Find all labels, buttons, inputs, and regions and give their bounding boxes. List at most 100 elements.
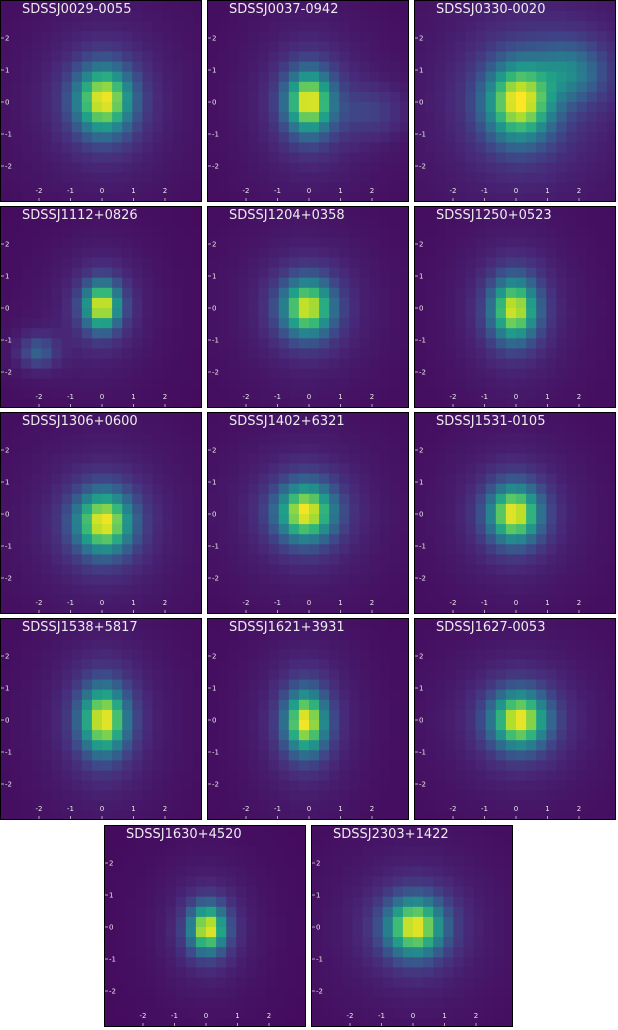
- y-tick-label: -2: [5, 163, 12, 171]
- intensity-map: [105, 826, 305, 1026]
- y-tick-label: -1: [109, 956, 116, 964]
- panel-title: SDSSJ1538+5817: [22, 620, 138, 635]
- panel-image: -2 -1 0 1 2 2 1 0 -1 -2: [415, 619, 615, 819]
- image-panel: -2 -1 0 1 2 2 1 0 -1 -2 SDSSJ1402+6321: [207, 412, 409, 614]
- y-tick-label: -1: [212, 131, 219, 139]
- y-tick-label: -2: [419, 575, 426, 583]
- y-tick-label: -2: [5, 575, 12, 583]
- y-tick-label: 2: [109, 860, 113, 868]
- x-tick-label: -2: [36, 393, 43, 401]
- y-tick-label: 1: [109, 892, 113, 900]
- panel-image: -2 -1 0 1 2 2 1 0 -1 -2: [312, 826, 512, 1026]
- x-tick-label: -1: [481, 599, 488, 607]
- y-tick-label: 2: [212, 653, 216, 661]
- x-tick-label: 1: [131, 599, 135, 607]
- x-tick-label: -1: [481, 393, 488, 401]
- y-tick-label: 2: [5, 241, 9, 249]
- y-tick-label: 2: [212, 35, 216, 43]
- x-tick-label: 0: [411, 1012, 415, 1020]
- y-tick-label: -1: [212, 543, 219, 551]
- panel-image: -2 -1 0 1 2 2 1 0 -1 -2: [208, 1, 408, 201]
- intensity-map: [415, 619, 615, 819]
- panel-title: SDSSJ1531-0105: [436, 414, 546, 429]
- panel-image: -2 -1 0 1 2 2 1 0 -1 -2: [208, 207, 408, 407]
- x-tick-label: 0: [514, 805, 518, 813]
- x-tick-label: 2: [267, 1012, 271, 1020]
- x-tick-label: 0: [100, 805, 104, 813]
- panel-image: -2 -1 0 1 2 2 1 0 -1 -2: [415, 413, 615, 613]
- x-tick-label: -2: [450, 805, 457, 813]
- image-panel: -2 -1 0 1 2 2 1 0 -1 -2 SDSSJ1630+4520: [104, 825, 306, 1027]
- x-tick-label: -2: [243, 599, 250, 607]
- y-tick-label: -1: [5, 131, 12, 139]
- y-tick-label: -1: [419, 749, 426, 757]
- panel-image: -2 -1 0 1 2 2 1 0 -1 -2: [208, 413, 408, 613]
- y-tick-label: 1: [5, 67, 9, 75]
- x-tick-label: 0: [514, 393, 518, 401]
- y-tick-label: -2: [212, 163, 219, 171]
- y-tick-label: 2: [419, 447, 423, 455]
- y-tick-label: 0: [419, 717, 423, 725]
- image-panel: -2 -1 0 1 2 2 1 0 -1 -2 SDSSJ1621+3931: [207, 618, 409, 820]
- y-tick-label: 0: [212, 717, 216, 725]
- x-tick-label: 0: [100, 393, 104, 401]
- x-tick-label: -2: [450, 187, 457, 195]
- y-tick-label: 2: [212, 447, 216, 455]
- y-tick-label: 0: [212, 305, 216, 313]
- y-tick-label: -1: [316, 956, 323, 964]
- panel-image: -2 -1 0 1 2 2 1 0 -1 -2: [208, 619, 408, 819]
- y-tick-label: -1: [212, 337, 219, 345]
- panel-title: SDSSJ0330-0020: [436, 2, 546, 17]
- y-tick-label: 0: [5, 717, 9, 725]
- image-panel: -2 -1 0 1 2 2 1 0 -1 -2 SDSSJ0029-0055: [0, 0, 202, 202]
- y-tick-label: 2: [5, 35, 9, 43]
- x-tick-label: -1: [67, 187, 74, 195]
- y-tick-label: 0: [419, 511, 423, 519]
- intensity-map: [1, 207, 201, 407]
- panel-title: SDSSJ1402+6321: [229, 414, 345, 429]
- x-tick-label: 0: [514, 599, 518, 607]
- x-tick-label: -1: [481, 805, 488, 813]
- intensity-map: [1, 413, 201, 613]
- y-tick-label: 2: [419, 241, 423, 249]
- x-tick-label: -1: [274, 393, 281, 401]
- x-tick-label: 0: [307, 599, 311, 607]
- x-tick-label: 2: [577, 187, 581, 195]
- x-tick-label: -1: [274, 805, 281, 813]
- y-tick-label: 2: [5, 447, 9, 455]
- y-tick-label: -1: [5, 337, 12, 345]
- panel-title: SDSSJ1627-0053: [436, 620, 546, 635]
- y-tick-label: 1: [419, 273, 423, 281]
- y-tick-label: -1: [5, 543, 12, 551]
- y-tick-label: -2: [419, 369, 426, 377]
- x-tick-label: -1: [67, 599, 74, 607]
- y-tick-label: -2: [109, 988, 116, 996]
- panel-title: SDSSJ1621+3931: [229, 620, 345, 635]
- y-tick-label: 0: [5, 305, 9, 313]
- y-tick-label: -2: [5, 369, 12, 377]
- intensity-map: [415, 1, 615, 201]
- image-panel: -2 -1 0 1 2 2 1 0 -1 -2 SDSSJ1250+0523: [414, 206, 616, 408]
- y-tick-label: 0: [212, 511, 216, 519]
- panel-title: SDSSJ0037-0942: [229, 2, 339, 17]
- x-tick-label: 1: [338, 805, 342, 813]
- y-tick-label: 1: [5, 685, 9, 693]
- y-tick-label: -2: [419, 163, 426, 171]
- y-tick-label: 1: [212, 67, 216, 75]
- y-tick-label: -2: [5, 781, 12, 789]
- x-tick-label: 2: [370, 187, 374, 195]
- x-tick-label: -2: [140, 1012, 147, 1020]
- y-tick-label: 2: [212, 241, 216, 249]
- panel-image: -2 -1 0 1 2 2 1 0 -1 -2: [1, 619, 201, 819]
- y-tick-label: 0: [5, 511, 9, 519]
- y-tick-label: 1: [5, 273, 9, 281]
- panel-image: -2 -1 0 1 2 2 1 0 -1 -2: [1, 413, 201, 613]
- x-tick-label: 0: [204, 1012, 208, 1020]
- x-tick-label: -2: [36, 805, 43, 813]
- x-tick-label: -2: [36, 599, 43, 607]
- image-panel: -2 -1 0 1 2 2 1 0 -1 -2 SDSSJ1531-0105: [414, 412, 616, 614]
- panel-image: -2 -1 0 1 2 2 1 0 -1 -2: [415, 207, 615, 407]
- intensity-map: [1, 1, 201, 201]
- y-tick-label: -1: [212, 749, 219, 757]
- y-tick-label: 1: [419, 685, 423, 693]
